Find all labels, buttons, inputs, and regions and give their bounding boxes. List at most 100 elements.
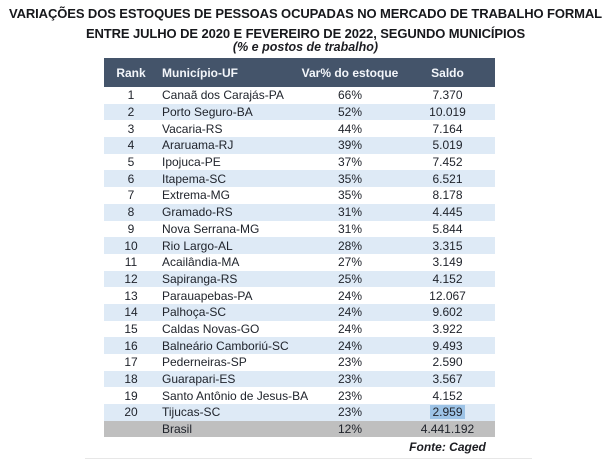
table-row: 15 Caldas Novas-GO 24% 3.922	[104, 320, 495, 338]
cell-municipio: Itapema-SC	[162, 171, 227, 186]
cell-municipio: Araruama-RJ	[162, 138, 234, 153]
cell-saldo: 10.019	[429, 105, 466, 120]
cell-municipio: Ipojuca-PE	[162, 155, 221, 170]
cell-saldo: 12.067	[429, 288, 466, 303]
column-header-rank: Rank	[116, 65, 146, 80]
cell-municipio: Balneário Camboriú-SC	[162, 338, 289, 353]
table-body: 1 Canaã dos Carajás-PA 66% 7.370 2 Porto Segu…	[104, 87, 495, 438]
cell-rank: 9	[127, 221, 135, 236]
cell-var: 66%	[337, 88, 363, 103]
cell-saldo: 7.370	[432, 88, 463, 103]
cell-saldo: 4.445	[432, 205, 463, 220]
cell-var: 23%	[337, 405, 363, 420]
table-row: 14 Palhoça-SC 24% 9.602	[104, 303, 495, 321]
cell-var: 39%	[337, 138, 363, 153]
cell-municipio: Caldas Novas-GO	[162, 321, 260, 336]
cell-rank: 15	[124, 321, 138, 336]
cell-saldo: 7.164	[432, 121, 463, 136]
table-row: Brasil 12% 4.441.192	[104, 420, 495, 438]
table-row: 12 Sapiranga-RS 25% 4.152	[104, 270, 495, 288]
table-header-row: Rank Município-UF Var% do estoque Saldo	[104, 58, 495, 87]
bottom-divider	[85, 458, 532, 459]
cell-var: 23%	[337, 355, 363, 370]
page-subtitle: (% e postos de trabalho)	[232, 40, 379, 54]
cell-municipio: Rio Largo-AL	[162, 238, 233, 253]
cell-saldo: 7.452	[432, 155, 463, 170]
cell-var: 37%	[337, 155, 363, 170]
cell-municipio: Santo Antônio de Jesus-BA	[162, 388, 309, 403]
cell-rank: 18	[124, 372, 138, 387]
cell-saldo: 3.149	[432, 255, 463, 270]
cell-var: 24%	[337, 288, 363, 303]
cell-saldo: 4.152	[432, 271, 463, 286]
table-row: 6 Itapema-SC 35% 6.521	[104, 170, 495, 188]
cell-saldo: 4.441.192	[420, 422, 475, 437]
table-row: 10 Rio Largo-AL 28% 3.315	[104, 237, 495, 254]
cell-var: 31%	[337, 221, 363, 236]
cell-var: 44%	[337, 121, 363, 136]
table-row: 16 Balneário Camboriú-SC 24% 9.493	[104, 337, 495, 354]
cell-municipio: Nova Serrana-MG	[162, 221, 260, 236]
cell-rank: 11	[124, 255, 138, 270]
cell-var: 24%	[337, 321, 363, 336]
table-row: 5 Ipojuca-PE 37% 7.452	[104, 153, 495, 171]
table-row: 18 Guarapari-ES 23% 3.567	[104, 370, 495, 388]
cell-var: 12%	[337, 422, 363, 437]
table-row: 13 Parauapebas-PA 24% 12.067	[104, 287, 495, 304]
cell-var: 28%	[337, 238, 363, 253]
cell-saldo: 9.493	[432, 338, 463, 353]
cell-var: 24%	[337, 338, 363, 353]
table-row: 3 Vacaria-RS 44% 7.164	[104, 120, 495, 138]
cell-municipio: Brasil	[162, 422, 193, 437]
cell-var: 35%	[337, 171, 363, 186]
cell-municipio: Pederneiras-SP	[162, 355, 247, 370]
table-row: 19 Santo Antônio de Jesus-BA 23% 4.152	[104, 387, 495, 405]
table-row: 20 Tijucas-SC 23% 2.959	[104, 404, 495, 421]
table-row: 2 Porto Seguro-BA 52% 10.019	[104, 103, 495, 121]
cell-municipio: Canaã dos Carajás-PA	[162, 88, 284, 103]
cell-var: 27%	[337, 255, 363, 270]
cell-saldo: 2.590	[432, 355, 463, 370]
cell-var: 23%	[337, 372, 363, 387]
cell-rank: 4	[127, 138, 135, 153]
table-row: 9 Nova Serrana-MG 31% 5.844	[104, 220, 495, 238]
cell-municipio: Sapiranga-RS	[162, 271, 238, 286]
cell-saldo: 3.315	[432, 238, 463, 253]
cell-var: 31%	[337, 205, 363, 220]
cell-saldo: 3.567	[432, 372, 463, 387]
cell-saldo: 5.019	[432, 138, 463, 153]
ranking-table: Rank Município-UF Var% do estoque Saldo …	[104, 58, 495, 438]
cell-municipio: Vacaria-RS	[162, 121, 223, 136]
cell-saldo: 6.521	[432, 171, 463, 186]
cell-municipio: Extrema-MG	[162, 188, 231, 203]
cell-municipio: Tijucas-SC	[162, 405, 221, 420]
source-note: Fonte: Caged	[409, 440, 486, 454]
cell-rank: 6	[127, 171, 135, 186]
cell-rank: 8	[127, 205, 135, 220]
title-line-2: ENTRE JULHO DE 2020 E FEVEREIRO DE 2022,…	[85, 26, 526, 41]
cell-saldo: 3.922	[432, 321, 463, 336]
page-title: VARIAÇÕES DOS ESTOQUES DE PESSOAS OCUPAD…	[0, 4, 611, 44]
cell-rank: 3	[127, 121, 135, 136]
cell-municipio: Guarapari-ES	[162, 372, 236, 387]
cell-var: 24%	[337, 305, 363, 320]
cell-saldo: 9.602	[432, 305, 463, 320]
cell-saldo: 4.152	[432, 388, 463, 403]
cell-rank: 12	[124, 271, 138, 286]
cell-rank: 10	[124, 238, 138, 253]
cell-rank: 16	[124, 338, 138, 353]
cell-var: 25%	[337, 271, 363, 286]
table-row: 8 Gramado-RS 31% 4.445	[104, 203, 495, 221]
cell-rank: 19	[124, 388, 138, 403]
cell-rank: 20	[124, 405, 138, 420]
cell-rank: 2	[127, 105, 135, 120]
table-row: 11 Acailândia-MA 27% 3.149	[104, 253, 495, 271]
cell-municipio: Parauapebas-PA	[162, 288, 253, 303]
table-row: 17 Pederneiras-SP 23% 2.590	[104, 354, 495, 371]
cell-var: 35%	[337, 188, 363, 203]
cell-saldo: 5.844	[432, 221, 463, 236]
table-row: 7 Extrema-MG 35% 8.178	[104, 187, 495, 204]
cell-rank: 1	[127, 88, 135, 103]
cell-var: 52%	[337, 105, 363, 120]
